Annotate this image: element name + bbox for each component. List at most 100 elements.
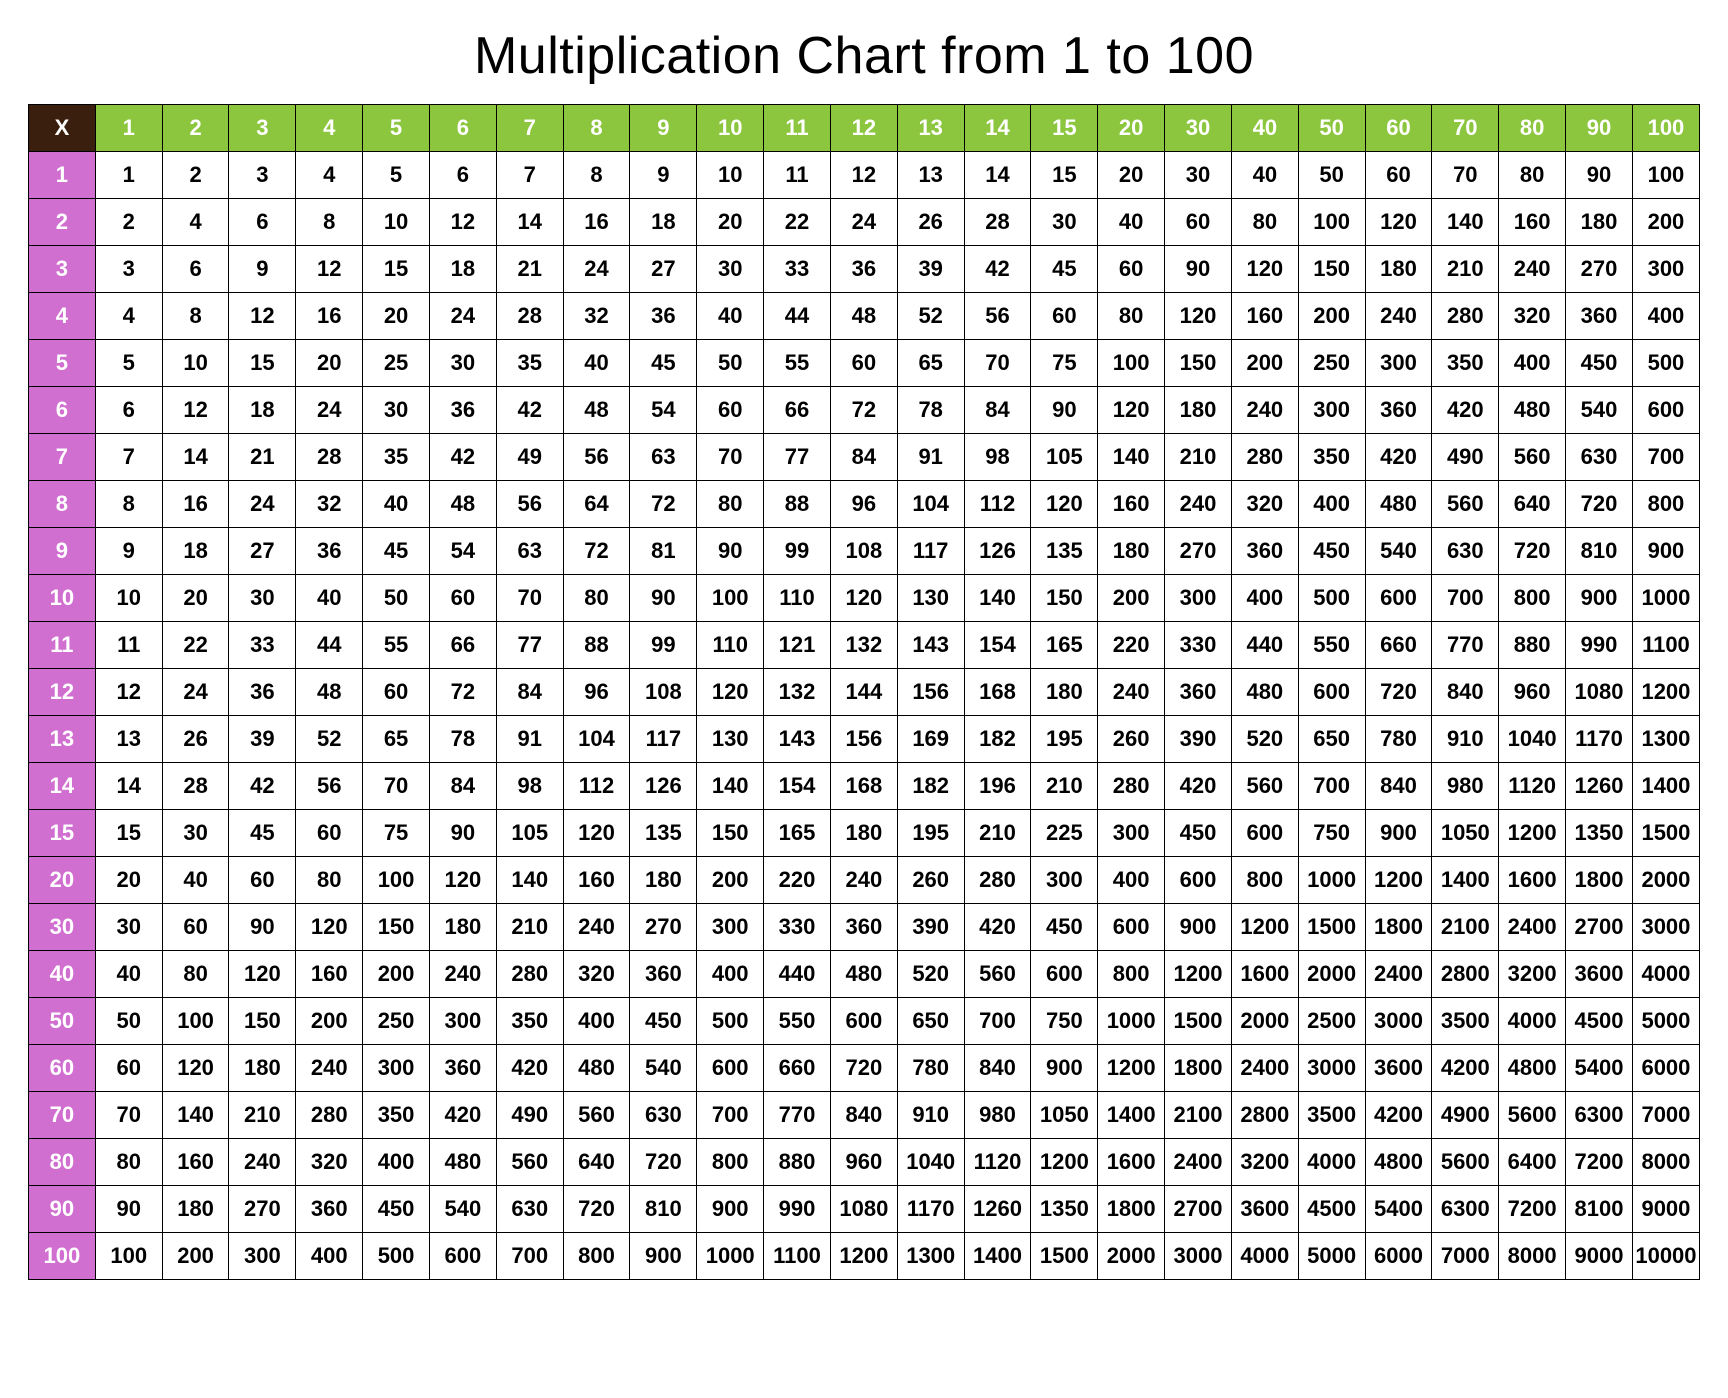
table-cell: 200: [1298, 293, 1365, 340]
table-cell: 800: [1632, 481, 1699, 528]
table-cell: 90: [697, 528, 764, 575]
table-cell: 260: [1098, 716, 1165, 763]
table-cell: 1120: [1499, 763, 1566, 810]
table-cell: 810: [1566, 528, 1633, 575]
table-cell: 60: [296, 810, 363, 857]
table-cell: 300: [229, 1233, 296, 1280]
table-cell: 15: [1031, 152, 1098, 199]
table-cell: 154: [764, 763, 831, 810]
table-cell: 18: [162, 528, 229, 575]
row-header: 5: [29, 340, 96, 387]
table-cell: 1120: [964, 1139, 1031, 1186]
table-cell: 450: [1031, 904, 1098, 951]
table-cell: 48: [830, 293, 897, 340]
table-cell: 36: [229, 669, 296, 716]
table-cell: 48: [429, 481, 496, 528]
table-cell: 84: [964, 387, 1031, 434]
table-cell: 81: [630, 528, 697, 575]
table-cell: 1080: [1566, 669, 1633, 716]
table-cell: 28: [162, 763, 229, 810]
table-cell: 2400: [1499, 904, 1566, 951]
table-cell: 520: [1231, 716, 1298, 763]
table-cell: 800: [1231, 857, 1298, 904]
table-cell: 5: [95, 340, 162, 387]
table-cell: 4: [296, 152, 363, 199]
table-cell: 36: [630, 293, 697, 340]
table-cell: 210: [496, 904, 563, 951]
table-cell: 720: [1499, 528, 1566, 575]
table-cell: 22: [162, 622, 229, 669]
table-cell: 32: [296, 481, 363, 528]
table-cell: 35: [496, 340, 563, 387]
table-cell: 720: [830, 1045, 897, 1092]
table-cell: 120: [563, 810, 630, 857]
table-cell: 540: [429, 1186, 496, 1233]
col-header: 9: [630, 105, 697, 152]
table-cell: 40: [95, 951, 162, 998]
table-cell: 360: [630, 951, 697, 998]
table-cell: 135: [1031, 528, 1098, 575]
table-cell: 160: [1231, 293, 1298, 340]
table-cell: 28: [496, 293, 563, 340]
table-cell: 540: [1365, 528, 1432, 575]
table-cell: 126: [630, 763, 697, 810]
table-cell: 4000: [1231, 1233, 1298, 1280]
table-cell: 20: [296, 340, 363, 387]
table-cell: 225: [1031, 810, 1098, 857]
table-cell: 1200: [1031, 1139, 1098, 1186]
table-cell: 165: [764, 810, 831, 857]
table-cell: 30: [697, 246, 764, 293]
table-cell: 42: [964, 246, 1031, 293]
table-cell: 75: [363, 810, 430, 857]
table-cell: 240: [1231, 387, 1298, 434]
table-cell: 900: [1365, 810, 1432, 857]
table-cell: 40: [563, 340, 630, 387]
table-cell: 560: [1231, 763, 1298, 810]
table-cell: 1500: [1632, 810, 1699, 857]
table-cell: 20: [95, 857, 162, 904]
table-cell: 48: [563, 387, 630, 434]
table-cell: 500: [697, 998, 764, 1045]
table-cell: 5600: [1499, 1092, 1566, 1139]
table-cell: 400: [1231, 575, 1298, 622]
table-cell: 55: [764, 340, 831, 387]
table-cell: 4800: [1365, 1139, 1432, 1186]
table-cell: 2400: [1231, 1045, 1298, 1092]
table-cell: 200: [1231, 340, 1298, 387]
table-cell: 30: [429, 340, 496, 387]
table-cell: 720: [563, 1186, 630, 1233]
table-cell: 900: [1031, 1045, 1098, 1092]
table-cell: 4500: [1566, 998, 1633, 1045]
table-cell: 900: [1632, 528, 1699, 575]
table-cell: 12: [95, 669, 162, 716]
table-cell: 1600: [1499, 857, 1566, 904]
table-cell: 560: [1499, 434, 1566, 481]
table-cell: 480: [1231, 669, 1298, 716]
table-cell: 24: [229, 481, 296, 528]
table-cell: 350: [1432, 340, 1499, 387]
table-cell: 600: [1098, 904, 1165, 951]
multiplication-table: X123456789101112131415203040506070809010…: [28, 104, 1700, 1280]
table-cell: 3600: [1365, 1045, 1432, 1092]
table-cell: 300: [697, 904, 764, 951]
table-cell: 9: [630, 152, 697, 199]
table-cell: 450: [1165, 810, 1232, 857]
col-header: 14: [964, 105, 1031, 152]
table-cell: 980: [964, 1092, 1031, 1139]
table-cell: 132: [830, 622, 897, 669]
table-cell: 32: [563, 293, 630, 340]
table-cell: 24: [162, 669, 229, 716]
table-cell: 420: [964, 904, 1031, 951]
col-header: 1: [95, 105, 162, 152]
row-header: 100: [29, 1233, 96, 1280]
table-cell: 800: [1499, 575, 1566, 622]
table-cell: 350: [496, 998, 563, 1045]
table-cell: 2400: [1165, 1139, 1232, 1186]
table-cell: 15: [229, 340, 296, 387]
table-cell: 4000: [1298, 1139, 1365, 1186]
table-cell: 300: [1098, 810, 1165, 857]
table-cell: 4000: [1499, 998, 1566, 1045]
table-cell: 720: [1566, 481, 1633, 528]
table-cell: 3500: [1432, 998, 1499, 1045]
table-cell: 500: [1298, 575, 1365, 622]
